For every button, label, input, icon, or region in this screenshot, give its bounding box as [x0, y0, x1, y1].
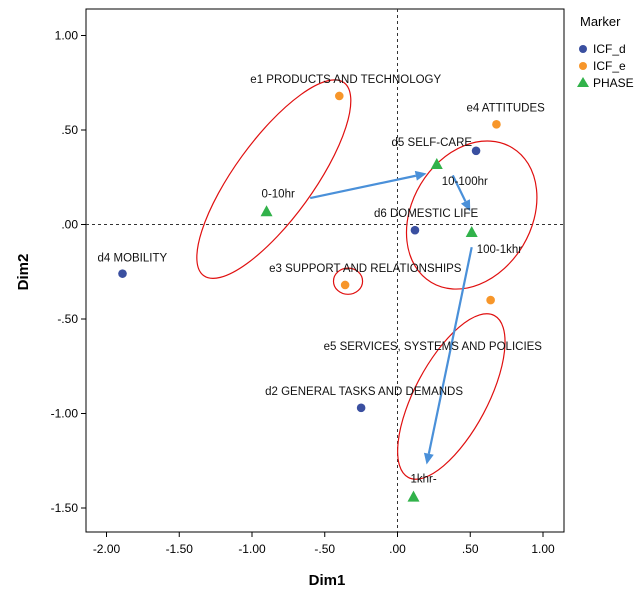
plot-frame — [85, 8, 565, 533]
legend-entry-label: ICF_d — [593, 42, 626, 56]
point-label: d4 MOBILITY — [98, 253, 168, 265]
point-label: 0-10hr — [262, 188, 295, 200]
legend-triangle-icon — [577, 77, 589, 87]
cluster-ellipses — [196, 79, 538, 480]
phase-triangle-point — [430, 158, 443, 170]
phase-triangle-point — [465, 226, 478, 238]
x-tick-label: .00 — [389, 542, 406, 556]
phase-triangle-point — [260, 205, 273, 217]
icf-d-point — [410, 225, 420, 235]
icf-e-point — [486, 295, 495, 305]
legend-circle-icon — [579, 62, 587, 70]
phase-arrow-2 — [451, 174, 471, 212]
icf-e-point — [340, 280, 350, 290]
cluster-ellipse-1 — [196, 79, 352, 279]
point-label: d2 GENERAL TASKS AND DEMANDS — [265, 386, 463, 398]
x-tick-label: -1.50 — [166, 542, 194, 556]
icf-d-point — [118, 269, 127, 278]
arrow-head — [423, 452, 434, 465]
x-tick-label: -1.00 — [238, 542, 266, 556]
phase-arrow-1 — [309, 170, 427, 200]
point-label: e5 SERVICES, SYSTEMS AND POLICIES — [324, 341, 543, 353]
legend-entry-label: ICF_e — [593, 59, 626, 73]
point-label: e4 ATTITUDES — [466, 102, 545, 114]
x-axis-ticks: -2.00 -1.50 -1.00 -.50 .00 .50 1.00 — [93, 532, 555, 556]
arrow-shaft — [427, 246, 473, 454]
point-label: d6 DOMESTIC LIFE — [374, 208, 478, 220]
x-tick-label: 1.00 — [531, 542, 555, 556]
arrow-head — [460, 199, 471, 212]
icf-e-point — [335, 91, 344, 101]
arrow-head — [414, 170, 427, 181]
point-label: 100-1khr — [477, 244, 523, 256]
cluster-ellipse-4 — [397, 313, 506, 480]
cluster-ellipse-2 — [405, 140, 538, 290]
phase-arrows — [309, 170, 473, 465]
y-tick-label: 1.00 — [55, 29, 79, 43]
legend-title: Marker — [580, 14, 621, 29]
phase-arrow-3 — [423, 246, 473, 465]
y-tick-label: -1.50 — [51, 501, 79, 515]
point-label: e3 SUPPORT AND RELATIONSHIPS — [269, 263, 462, 275]
point-label: 1khr- — [411, 474, 437, 486]
icf-d-point — [471, 146, 481, 156]
y-tick-label: -.50 — [57, 312, 78, 326]
x-tick-label: -.50 — [314, 542, 335, 556]
point-labels: d4 MOBILITY d5 SELF-CARE d6 DOMESTIC LIFE d… — [98, 74, 546, 486]
point-label: 10-100hr — [442, 176, 488, 188]
arrow-shaft — [451, 174, 467, 202]
y-tick-label: -1.00 — [51, 407, 79, 421]
legend-circle-icon — [579, 45, 587, 53]
y-axis-ticks: 1.00 .50 .00 -.50 -1.00 -1.50 — [51, 29, 86, 515]
x-axis-title: Dim1 — [309, 572, 346, 589]
point-label: d5 SELF-CARE — [392, 137, 473, 149]
reference-lines — [86, 9, 564, 532]
icf-d-point — [356, 403, 366, 413]
point-label: e1 PRODUCTS AND TECHNOLOGY — [250, 74, 441, 86]
cluster-ellipse-3 — [332, 267, 364, 295]
x-tick-label: -2.00 — [93, 542, 121, 556]
arrow-shaft — [309, 174, 417, 200]
icf-e-point — [492, 120, 501, 129]
y-axis-title: Dim2 — [15, 254, 32, 291]
data-points — [118, 91, 501, 502]
y-tick-label: .00 — [61, 218, 78, 232]
x-tick-label: .50 — [462, 542, 479, 556]
y-tick-label: .50 — [61, 123, 78, 137]
phase-triangle-point — [407, 490, 420, 502]
legend-entry-label: PHASE — [593, 76, 634, 90]
legend: Marker ICF_d ICF_e PHASE — [577, 14, 634, 90]
